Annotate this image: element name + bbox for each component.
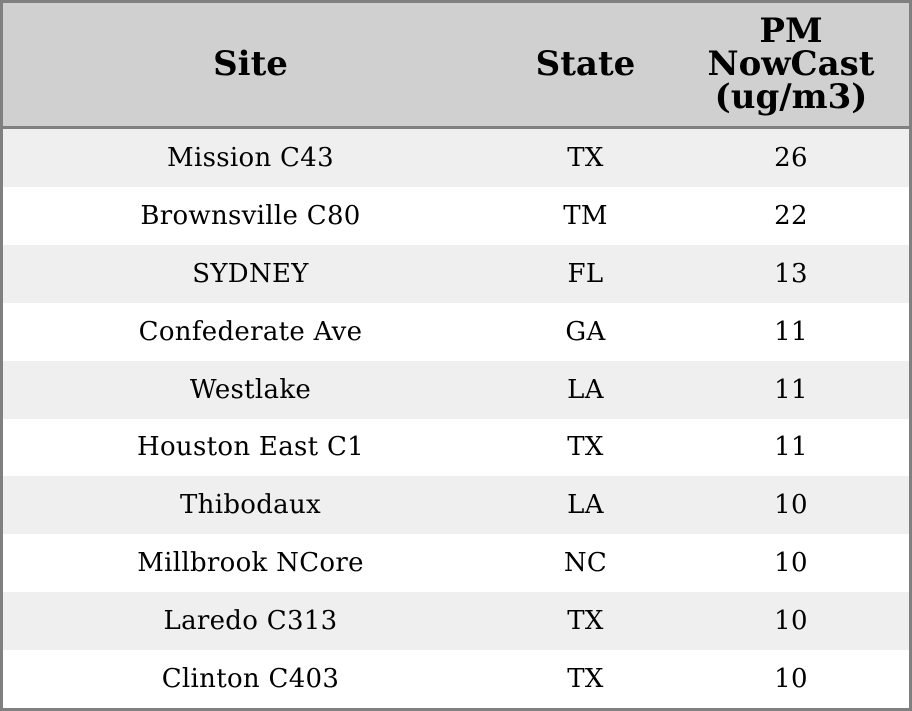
cell-state: TX <box>567 143 604 174</box>
cell-pm-nowcast: 10 <box>774 490 808 521</box>
table-row: Mission C43 TX 26 <box>3 129 909 187</box>
column-header-site-label: Site <box>213 44 288 85</box>
cell-pm-nowcast: 10 <box>774 606 808 637</box>
cell-state: NC <box>563 548 608 579</box>
cell-pm-nowcast: 22 <box>774 200 808 231</box>
column-header-state-label: State <box>535 44 636 85</box>
cell-state: FL <box>567 258 604 289</box>
table-row: Clinton C403 TX 10 <box>3 650 909 708</box>
cell-site: Confederate Ave <box>138 316 363 347</box>
cell-pm-nowcast: 10 <box>774 664 808 695</box>
table-row: Laredo C313 TX 10 <box>3 592 909 651</box>
table-row: Thibodaux LA 10 <box>3 476 909 535</box>
cell-pm-nowcast: 26 <box>774 143 808 174</box>
table-row: Brownsville C80 TM 22 <box>3 186 909 245</box>
column-header-pm-nowcast: PM NowCast (ug/m3) <box>673 3 909 126</box>
cell-site: Clinton C403 <box>161 664 340 695</box>
table-header: Site State PM NowCast (ug/m3) <box>3 3 909 130</box>
cell-pm-nowcast: 13 <box>774 258 808 289</box>
cell-state: TX <box>567 664 604 695</box>
cell-state: GA <box>565 316 606 347</box>
cell-state: TX <box>567 606 604 637</box>
cell-pm-nowcast: 10 <box>774 548 808 579</box>
cell-pm-nowcast: 11 <box>774 432 808 463</box>
cell-state: LA <box>567 374 604 405</box>
cell-site: Brownsville C80 <box>140 200 361 231</box>
cell-site: Laredo C313 <box>163 606 338 637</box>
cell-site: Millbrook NCore <box>137 548 364 579</box>
cell-pm-nowcast: 11 <box>774 316 808 347</box>
table-body: Mission C43 TX 26 Brownsville C80 TM 22 SYDNEY… <box>3 129 909 708</box>
cell-state: TM <box>563 200 608 231</box>
cell-site: SYDNEY <box>192 258 309 289</box>
table-row: Confederate Ave GA 11 <box>3 302 909 361</box>
column-header-state: State <box>498 3 673 126</box>
table-row: Millbrook NCore NC 10 <box>3 534 909 593</box>
cell-state: LA <box>567 490 604 521</box>
table-row: Westlake LA 11 <box>3 360 909 419</box>
column-header-pm-nowcast-label: PM NowCast (ug/m3) <box>707 11 875 118</box>
table-row: Houston East C1 TX 11 <box>3 418 909 477</box>
cell-site: Mission C43 <box>167 143 334 174</box>
cell-pm-nowcast: 11 <box>774 374 808 405</box>
cell-site: Houston East C1 <box>137 432 364 463</box>
cell-state: TX <box>567 432 604 463</box>
column-header-site: Site <box>3 3 498 126</box>
table-row: SYDNEY FL 13 <box>3 244 909 303</box>
cell-site: Westlake <box>189 374 312 405</box>
cell-site: Thibodaux <box>180 490 321 521</box>
